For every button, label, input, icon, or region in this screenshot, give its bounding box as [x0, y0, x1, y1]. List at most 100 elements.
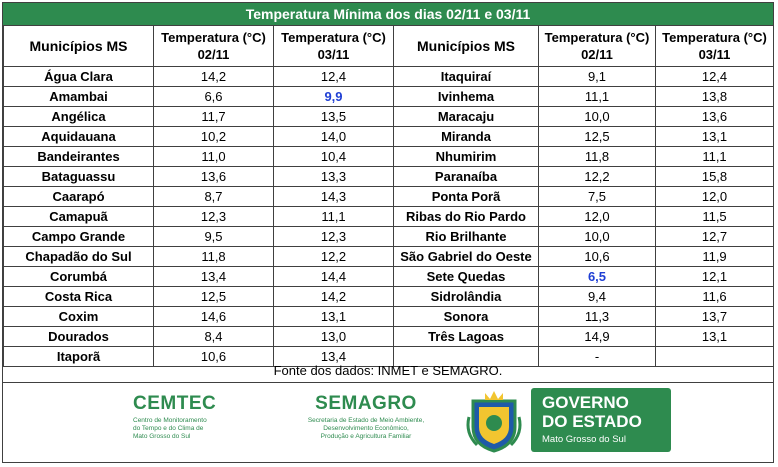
table-row: Camapuã 12,3 11,1 Ribas do Rio Pardo 12,0 11,…: [3, 206, 774, 227]
temp-0311-cell-left: 14,0: [273, 126, 394, 147]
header-temp-0211-left: Temperatura (°C) 02/11: [153, 25, 274, 67]
table-row: Coxim 14,6 13,1 Sonora 11,3 13,7: [3, 306, 774, 327]
temp-0211-cell-right: 11,8: [538, 146, 656, 167]
temp-0311-cell-right: 11,5: [655, 206, 774, 227]
temp-0211-cell-left: 6,6: [153, 86, 274, 107]
table-row: Dourados 8,4 13,0 Três Lagoas 14,9 13,1: [3, 326, 774, 347]
municipality-cell-left: Coxim: [3, 306, 154, 327]
temp-0211-cell-right: 11,1: [538, 86, 656, 107]
temp-0211-cell-right: 9,1: [538, 66, 656, 87]
temperature-table: Municípios MS Temperatura (°C) 02/11 Tem…: [3, 25, 774, 367]
temp-0211-cell-left: 9,5: [153, 226, 274, 247]
temp-0311-cell-right: 12,0: [655, 186, 774, 207]
temp-0211-cell-right: 11,3: [538, 306, 656, 327]
temp-0211-cell-left: 10,2: [153, 126, 274, 147]
temp-0211-cell-right: 10,6: [538, 246, 656, 267]
municipality-cell-left: Bataguassu: [3, 166, 154, 187]
temp-0211-cell-left: 14,6: [153, 306, 274, 327]
table-row: Corumbá 13,4 14,4 Sete Quedas 6,5 12,1: [3, 266, 774, 287]
header-municipios-left: Municípios MS: [3, 25, 154, 67]
table-row: Água Clara 14,2 12,4 Itaquiraí 9,1 12,4: [3, 66, 774, 87]
temp-0311-cell-right: [655, 346, 774, 367]
temp-0211-cell-right: 9,4: [538, 286, 656, 307]
municipality-cell-right: Rio Brilhante: [393, 226, 539, 247]
municipality-cell-left: Bandeirantes: [3, 146, 154, 167]
gov-logo-line-2: DO ESTADO: [542, 412, 642, 431]
cemtec-logo-desc-1: Centro de Monitoramento: [133, 417, 207, 424]
temp-0311-cell-right: 13,6: [655, 106, 774, 127]
municipality-cell-left: Amambai: [3, 86, 154, 107]
temp-0211-cell-right: 6,5: [538, 266, 656, 287]
municipality-cell-left: Angélica: [3, 106, 154, 127]
temp-0311-cell-right: 15,8: [655, 166, 774, 187]
municipality-cell-right: Ponta Porã: [393, 186, 539, 207]
temp-0311-cell-left: 13,1: [273, 306, 394, 327]
table-row: Bataguassu 13,6 13,3 Paranaíba 12,2 15,8: [3, 166, 774, 187]
temp-0211-cell-left: 11,8: [153, 246, 274, 267]
temp-0311-cell-right: 11,1: [655, 146, 774, 167]
municipality-cell-left: Dourados: [3, 326, 154, 347]
temp-0311-cell-right: 11,9: [655, 246, 774, 267]
temp-0211-cell-left: 11,0: [153, 146, 274, 167]
temp-0211-cell-right: 12,0: [538, 206, 656, 227]
header-temp-0311-left: Temperatura (°C) 03/11: [273, 25, 394, 67]
municipality-cell-right: Nhumirim: [393, 146, 539, 167]
temp-0311-cell-left: 13,5: [273, 106, 394, 127]
municipality-cell-right: Itaquiraí: [393, 66, 539, 87]
table-row: Amambai 6,6 9,9 Ivinhema 11,1 13,8: [3, 86, 774, 107]
temp-0311-cell-left: 14,2: [273, 286, 394, 307]
semagro-logo-desc-2: Desenvolvimento Econômico,: [323, 425, 409, 432]
municipality-cell-left: Água Clara: [3, 66, 154, 87]
temp-0311-cell-right: 12,4: [655, 66, 774, 87]
municipality-cell-right: Ribas do Rio Pardo: [393, 206, 539, 227]
header-temp-0211-right: Temperatura (°C) 02/11: [538, 25, 656, 67]
municipality-cell-left: Itaporã: [3, 346, 154, 367]
municipality-cell-left: Chapadão do Sul: [3, 246, 154, 267]
table-header-row: Municípios MS Temperatura (°C) 02/11 Tem…: [3, 25, 774, 67]
municipality-cell-right: Sidrolândia: [393, 286, 539, 307]
temp-0211-cell-left: 8,7: [153, 186, 274, 207]
temp-0311-cell-right: 13,7: [655, 306, 774, 327]
temp-0311-cell-left: 13,0: [273, 326, 394, 347]
temp-0211-cell-left: 11,7: [153, 106, 274, 127]
table-row: Caarapó 8,7 14,3 Ponta Porã 7,5 12,0: [3, 186, 774, 207]
temp-0211-cell-right: 12,5: [538, 126, 656, 147]
temp-0311-cell-left: 13,4: [273, 346, 394, 367]
data-source-note: Fonte dos dados: INMET e SEMAGRO.: [3, 360, 773, 383]
table-row: Chapadão do Sul 11,8 12,2 São Gabriel do Oe…: [3, 246, 774, 267]
cemtec-logo-name: CEMTEC: [133, 393, 217, 414]
table-row: Costa Rica 12,5 14,2 Sidrolândia 9,4 11,6: [3, 286, 774, 307]
municipality-cell-right: Paranaíba: [393, 166, 539, 187]
municipality-cell-right: São Gabriel do Oeste: [393, 246, 539, 267]
header-municipios-right: Municípios MS: [393, 25, 539, 67]
temp-0211-cell-left: 14,2: [153, 66, 274, 87]
temp-0311-cell-left: 11,1: [273, 206, 394, 227]
temp-0311-cell-right: 13,1: [655, 126, 774, 147]
governo-do-estado-logo: GOVERNO DO ESTADO Mato Grosso do Sul: [531, 388, 671, 452]
municipality-cell-left: Aquidauana: [3, 126, 154, 147]
temp-0311-cell-left: 10,4: [273, 146, 394, 167]
municipality-cell-right: Ivinhema: [393, 86, 539, 107]
table-row: Angélica 11,7 13,5 Maracaju 10,0 13,6: [3, 106, 774, 127]
state-crest-icon: [466, 391, 522, 453]
municipality-cell-left: Costa Rica: [3, 286, 154, 307]
temp-0311-cell-left: 14,3: [273, 186, 394, 207]
semagro-logo-desc-1: Secretaria de Estado de Meio Ambiente,: [307, 417, 425, 424]
header-temp-0311-right: Temperatura (°C) 03/11: [655, 25, 774, 67]
temp-0211-cell-left: 13,6: [153, 166, 274, 187]
temp-0311-cell-right: 12,1: [655, 266, 774, 287]
gov-logo-line-1: GOVERNO: [542, 393, 629, 412]
temp-0311-cell-left: 13,3: [273, 166, 394, 187]
municipality-cell-left: Campo Grande: [3, 226, 154, 247]
temp-0211-cell-left: 13,4: [153, 266, 274, 287]
temp-0311-cell-left: 12,3: [273, 226, 394, 247]
municipality-cell-right: Sete Quedas: [393, 266, 539, 287]
temp-0211-cell-right: 7,5: [538, 186, 656, 207]
temp-0311-cell-left: 9,9: [273, 86, 394, 107]
cemtec-logo-desc-3: Mato Grosso do Sul: [133, 433, 191, 440]
table-row: Campo Grande 9,5 12,3 Rio Brilhante 10,0 12,7: [3, 226, 774, 247]
temp-0211-cell-right: 14,9: [538, 326, 656, 347]
temp-0211-cell-left: 12,5: [153, 286, 274, 307]
municipality-cell-left: Camapuã: [3, 206, 154, 227]
temp-0211-cell-right: 12,2: [538, 166, 656, 187]
